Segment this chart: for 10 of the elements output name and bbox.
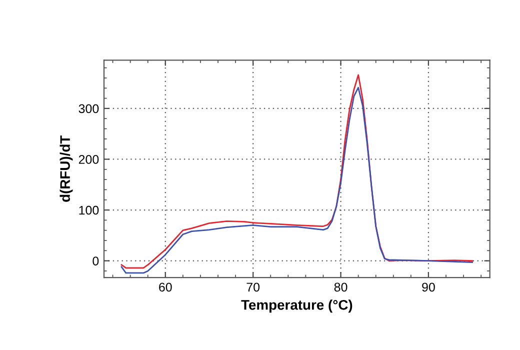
y-tick-label: 100: [79, 206, 99, 215]
x-tick-label: 90: [422, 282, 435, 292]
y-tick-label: 200: [78, 155, 99, 164]
x-tick-label: 70: [246, 282, 260, 292]
x-axis-title: Temperature (°C): [241, 300, 352, 313]
y-axis-title: d(RFU)/dT: [60, 135, 73, 202]
y-tick-label: 300: [78, 104, 99, 114]
y-tick-label: 0: [92, 256, 99, 266]
x-tick-label: 60: [159, 282, 172, 292]
x-tick-label: 80: [334, 282, 348, 292]
